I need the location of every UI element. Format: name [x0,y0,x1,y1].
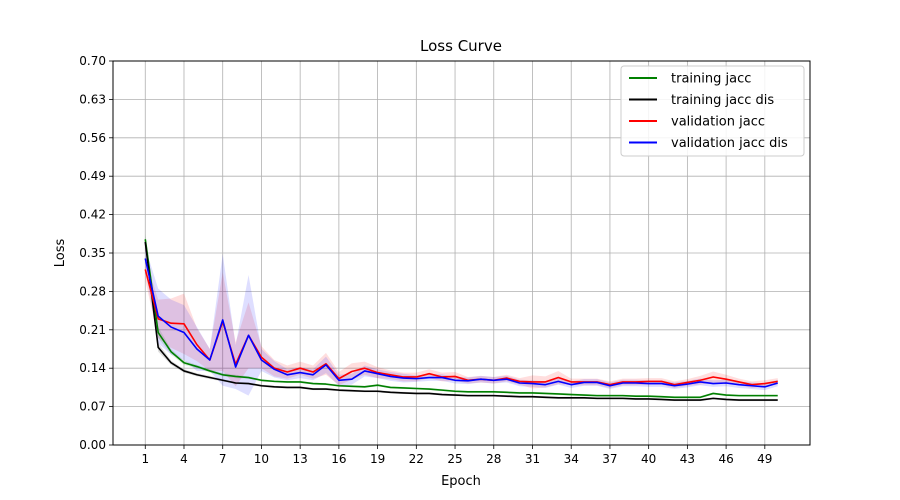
confidence-bands [145,233,778,402]
x-tick-label: 13 [293,452,308,466]
x-tick-label: 49 [757,452,772,466]
y-tick-label: 0.21 [79,323,106,337]
y-tick-label: 0.07 [79,400,106,414]
y-tick-label: 0.35 [79,246,106,260]
x-tick-label: 1 [141,452,149,466]
y-tick-label: 0.49 [79,169,106,183]
series-line-training-jacc [144,239,778,399]
axis-ticks: 1 4 7 10 13 16 19 22 25 28 31 34 37 40 43 46 49 0.00 0.07 0… [79,54,772,466]
x-axis-label: Epoch [441,474,481,489]
y-tick-label: 0.00 [79,438,106,452]
x-tick-label: 37 [602,452,617,466]
x-tick-label: 22 [409,452,424,466]
legend-label: training jacc dis [671,93,774,108]
band-validation-jacc-dis [145,247,778,396]
y-tick-label: 0.28 [79,284,106,298]
legend-label: validation jacc [671,115,765,130]
y-tick-label: 0.14 [79,361,106,375]
y-tick-label: 0.56 [79,131,106,145]
x-tick-label: 7 [219,452,227,466]
chart-title: Loss Curve [420,37,502,55]
x-tick-label: 25 [447,452,462,466]
series-line-training-jacc-dis [144,241,778,401]
y-tick-label: 0.63 [79,92,106,106]
x-tick-label: 40 [641,452,656,466]
legend-label: validation jacc dis [671,136,788,151]
band-validation-jacc [145,258,778,389]
series-line-validation-jacc-dis [144,258,778,388]
series-lines [144,239,778,401]
legend: training jacc training jacc dis validation… [620,65,805,157]
x-tick-label: 4 [180,452,188,466]
x-tick-label: 28 [486,452,501,466]
x-tick-label: 16 [331,452,346,466]
y-tick-label: 0.42 [79,208,106,222]
x-tick-label: 31 [525,452,540,466]
x-tick-label: 19 [370,452,385,466]
legend-box [620,65,805,157]
x-tick-label: 46 [718,452,733,466]
y-axis-label: Loss [53,239,68,268]
x-tick-label: 10 [254,452,269,466]
x-tick-label: 43 [680,452,695,466]
y-tick-label: 0.70 [79,54,106,68]
legend-label: training jacc [671,72,751,87]
x-tick-label: 34 [564,452,579,466]
